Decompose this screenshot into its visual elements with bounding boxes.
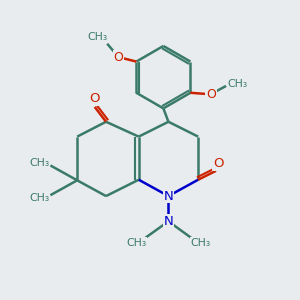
- Text: CH₃: CH₃: [126, 238, 146, 248]
- Text: O: O: [213, 157, 224, 170]
- Text: CH₃: CH₃: [227, 79, 248, 89]
- Text: CH₃: CH₃: [29, 158, 49, 168]
- Text: O: O: [114, 51, 124, 64]
- Text: CH₃: CH₃: [29, 193, 49, 202]
- Text: O: O: [206, 88, 216, 101]
- Text: N: N: [164, 215, 173, 228]
- Text: CH₃: CH₃: [88, 32, 108, 42]
- Text: CH₃: CH₃: [190, 238, 211, 248]
- Text: O: O: [89, 92, 99, 105]
- Text: N: N: [164, 190, 173, 202]
